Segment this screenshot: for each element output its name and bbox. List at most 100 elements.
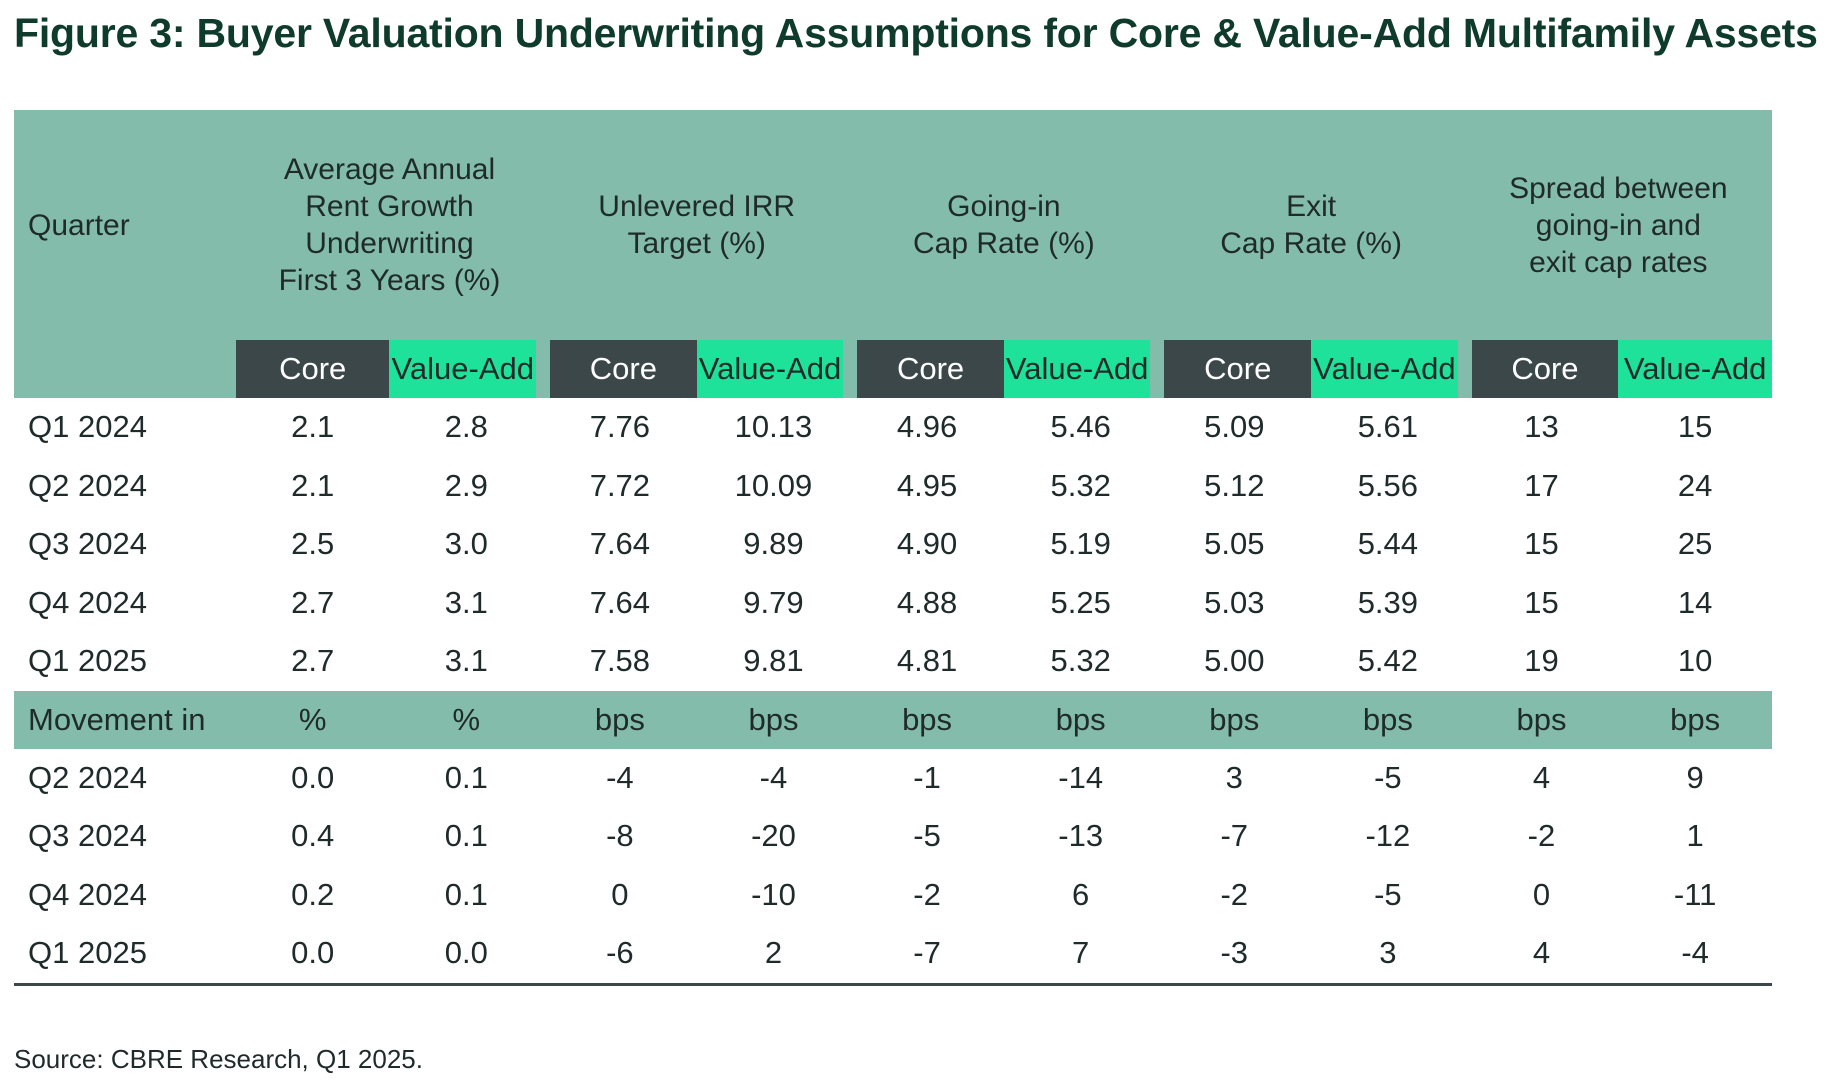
table-cell: 15	[1677, 409, 1713, 445]
movement-unit: bps	[696, 690, 851, 749]
table-cell: 0.0	[235, 924, 390, 986]
table-cell: 10.09	[734, 467, 813, 503]
table-cell: 2.7	[291, 643, 335, 679]
table-cell: 2.5	[291, 526, 335, 562]
table-cell: 5.19	[1050, 526, 1111, 562]
table-cell: 0.1	[444, 818, 488, 854]
column-group-header-4: Spread between going-in and exit cap rat…	[1464, 110, 1772, 340]
column-group-header-line: First 3 Years (%)	[278, 264, 501, 297]
row-quarter-label: Q1 2025	[28, 643, 147, 679]
table-cell: 17	[1524, 467, 1559, 503]
subheader-core: Core	[536, 340, 697, 398]
table-cell: 5.09	[1204, 409, 1265, 445]
table-cell: 5.61	[1357, 409, 1419, 445]
subheader-value-add: Value-Add	[1311, 340, 1465, 398]
table-cell: 7.58	[589, 643, 651, 679]
subheader-core: Core	[843, 340, 1004, 398]
table-cell: 5.05	[1204, 526, 1265, 562]
row-quarter-label: Q1 2024	[28, 409, 147, 445]
table-cell: 24	[1677, 467, 1713, 503]
subheader-core: Core	[235, 340, 390, 398]
table-cell: 2.7	[291, 584, 335, 620]
underwriting-table: Quarter Average Annual Rent Growth Under…	[14, 110, 1772, 986]
movement-header-row: Movement in%% bps bps bps bps bps bps bps bps	[14, 690, 1772, 749]
table-cell: -2	[1527, 818, 1556, 854]
movement-unit: bps	[543, 690, 697, 749]
table-cell: 9.81	[743, 643, 804, 679]
table-cell: 15	[1524, 526, 1559, 562]
table-cell: 3.1	[444, 584, 488, 620]
table-cell: 5.00	[1204, 643, 1265, 679]
table-cell: -14	[1058, 759, 1104, 795]
subheader-core: Core	[1150, 340, 1312, 398]
table-cell: 4	[1464, 924, 1619, 986]
table-cell: 9	[1686, 759, 1704, 795]
movement-row: Q1 2025 0.0 0.0 -6 2 -7 7 -3 3 4 -4	[14, 924, 1772, 986]
table-cell: 5.32	[1050, 643, 1111, 679]
row-quarter-label: Q3 2024	[28, 526, 147, 562]
table-cell: -2	[913, 876, 941, 912]
movement-unit: bps	[1311, 690, 1465, 749]
table-cell: 5.56	[1357, 467, 1419, 503]
table-cell: -7	[1220, 818, 1249, 854]
subheader-value-add: Value-Add	[1618, 340, 1772, 398]
table-cell: -4	[759, 759, 788, 795]
table-cell: 0.0	[291, 759, 335, 795]
table-cell: 7	[1003, 924, 1158, 986]
column-group-header-line: Target (%)	[627, 227, 766, 260]
table-cell: 7.64	[589, 584, 651, 620]
table-row: Q3 2024 2.5 3.0 7.64 9.89 4.90 5.19 5.05 5.44 15 2…	[14, 515, 1772, 574]
table-cell: 7.72	[589, 467, 651, 503]
column-group-header-0: Average Annual Rent Growth Underwriting …	[235, 110, 544, 340]
source-note: Source: CBRE Research, Q1 2025.	[14, 1044, 423, 1074]
table-cell: 3	[1311, 924, 1465, 986]
table-cell: 19	[1524, 643, 1559, 679]
table-cell: 10.13	[734, 409, 813, 445]
table-cell: 5.39	[1357, 584, 1419, 620]
table-cell: -6	[543, 924, 697, 986]
table-cell: -4	[606, 759, 634, 795]
table-cell: -7	[850, 924, 1004, 986]
table-row: Q1 2024 2.1 2.8 7.76 10.13 4.96 5.46 5.09 5.61 13…	[14, 398, 1772, 457]
table-cell: 0.2	[291, 876, 335, 912]
subheader-value-add: Value-Add	[389, 340, 544, 398]
table-cell: 2.1	[291, 467, 335, 503]
table-cell: 6	[1072, 876, 1090, 912]
table-cell: 2.8	[444, 409, 488, 445]
table-cell: 5.44	[1357, 526, 1419, 562]
table-cell: 0	[1532, 876, 1551, 912]
table-cell: 10	[1677, 643, 1713, 679]
table-cell: 3.1	[444, 643, 488, 679]
table-cell: 25	[1677, 526, 1713, 562]
movement-unit: bps	[1003, 690, 1158, 749]
row-quarter-label: Q2 2024	[28, 759, 147, 795]
table-row: Q1 2025 2.7 3.1 7.58 9.81 4.81 5.32 5.00 5.42 19 1…	[14, 632, 1772, 691]
quarter-header: Quarter	[14, 110, 236, 340]
column-group-header-3: Exit Cap Rate (%)	[1157, 110, 1465, 340]
table-cell: -10	[751, 876, 796, 912]
subheader-value-add: Value-Add	[696, 340, 851, 398]
column-group-header-line: Going-in	[947, 190, 1061, 223]
column-group-header-line: exit cap rates	[1529, 245, 1708, 279]
table-cell: -4	[1618, 924, 1772, 986]
table-cell: 15	[1524, 584, 1559, 620]
table-cell: -3	[1157, 924, 1312, 986]
row-quarter-label: Q2 2024	[28, 467, 147, 503]
movement-unit: bps	[1618, 690, 1772, 749]
table-cell: 4.81	[896, 643, 958, 679]
row-quarter-label: Q4 2024	[28, 876, 147, 912]
table-cell: 4.95	[896, 467, 958, 503]
table-body: Q1 2024 2.1 2.8 7.76 10.13 4.96 5.46 5.09 5.61 13…	[14, 398, 1772, 986]
table-cell: 4.90	[896, 526, 958, 562]
movement-unit: bps	[1464, 690, 1619, 749]
table-cell: -13	[1058, 818, 1104, 854]
table-cell: 7.64	[589, 526, 651, 562]
table-cell: 1	[1686, 818, 1704, 854]
table-cell: 4.88	[896, 584, 958, 620]
table-cell: 5.12	[1204, 467, 1265, 503]
subheader-value-add: Value-Add	[1003, 340, 1158, 398]
table-cell: -20	[751, 818, 796, 854]
header-row: Quarter Average Annual Rent Growth Under…	[14, 110, 1772, 340]
table-cell: -8	[606, 818, 634, 854]
movement-row: Q3 2024 0.4 0.1 -8 -20 -5 -13 -7 -12 -2 1	[14, 807, 1772, 866]
